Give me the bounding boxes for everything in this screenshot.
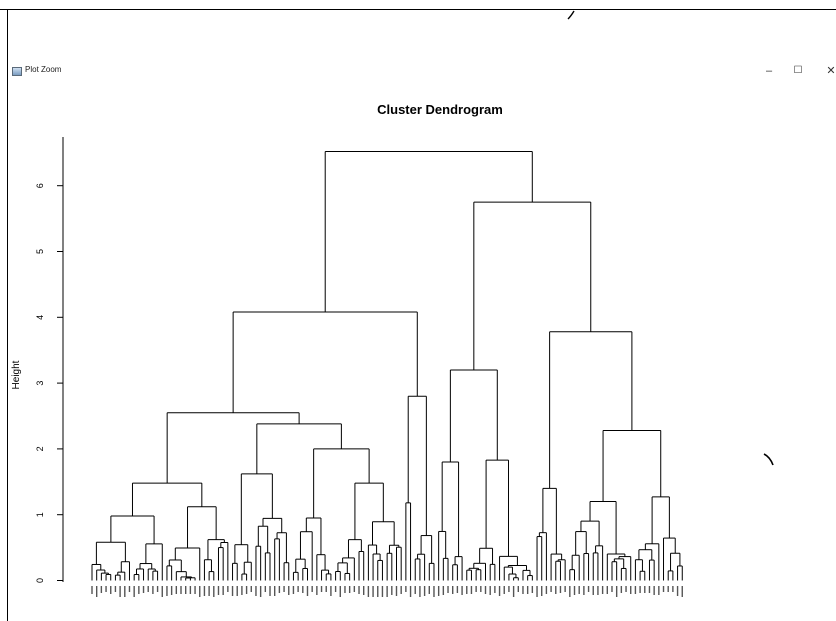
y-tick-label: 3 [35, 381, 45, 386]
y-tick-label: 6 [35, 183, 45, 188]
cursor-mark-right [763, 453, 774, 466]
window-title: Plot Zoom [25, 65, 62, 74]
y-tick-label: 4 [35, 315, 45, 320]
window-top-border [0, 9, 836, 10]
y-axis-ticks: 0 1 2 3 4 5 6 [35, 183, 63, 583]
window-titlebar[interactable]: Plot Zoom – ☐ ✕ [8, 60, 836, 82]
maximize-button[interactable]: ☐ [793, 65, 803, 76]
window-left-border [7, 9, 8, 621]
y-tick-label: 2 [35, 446, 45, 451]
y-tick-label: 5 [35, 249, 45, 254]
close-button[interactable]: ✕ [826, 65, 836, 77]
chart-title: Cluster Dendrogram [377, 102, 503, 117]
app-icon [12, 67, 22, 76]
y-axis-label: Height [11, 360, 22, 389]
y-tick-label: 1 [35, 512, 45, 517]
minimize-button[interactable]: – [765, 65, 773, 77]
leaf-labels [91, 586, 683, 597]
cursor-mark-top [567, 10, 575, 20]
dendrogram-tree [91, 150, 683, 581]
y-tick-label: 0 [35, 578, 45, 583]
